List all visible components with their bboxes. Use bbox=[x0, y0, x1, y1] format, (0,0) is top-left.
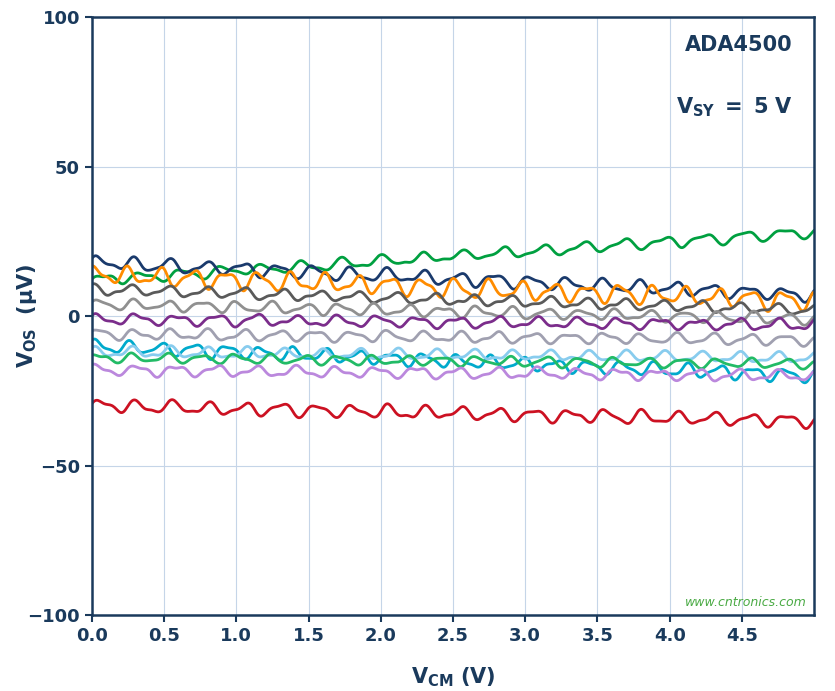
Text: $\mathbf{V_{CM}\ (V)}$: $\mathbf{V_{CM}\ (V)}$ bbox=[411, 666, 495, 690]
Text: ADA4500: ADA4500 bbox=[685, 35, 792, 55]
Text: $\mathbf{V_{SY}\ =\ 5\ V}$: $\mathbf{V_{SY}\ =\ 5\ V}$ bbox=[676, 95, 792, 119]
Text: www.cntronics.com: www.cntronics.com bbox=[686, 596, 807, 609]
Text: $\mathbf{V_{OS}\ \ (\mu V)}$: $\mathbf{V_{OS}\ \ (\mu V)}$ bbox=[15, 264, 39, 368]
